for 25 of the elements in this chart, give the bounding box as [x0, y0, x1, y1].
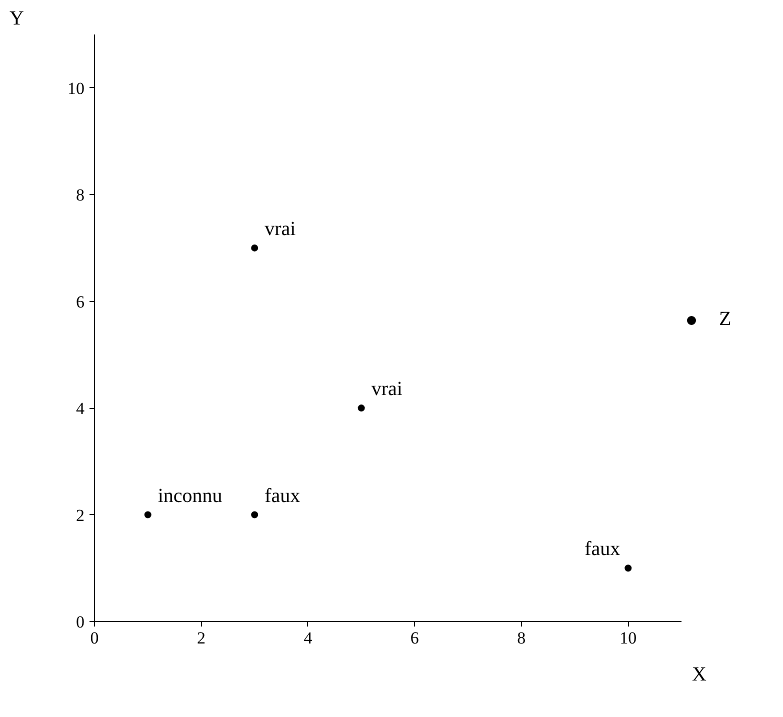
annotation: faux: [584, 538, 620, 560]
y-tick-label: 10: [68, 78, 84, 98]
y-axis-title: Y: [10, 8, 24, 30]
annotation: faux: [264, 484, 300, 507]
x-axis-title: X: [692, 664, 708, 686]
annotation: vrai: [371, 378, 403, 400]
legend-label: Z: [719, 308, 732, 331]
x-tick-label: 10: [620, 628, 637, 648]
x-tick-label: 2: [196, 628, 206, 648]
x-tick-label: 6: [410, 628, 419, 648]
x-tick-label: 0: [90, 628, 99, 648]
y-tick-label: 4: [76, 399, 85, 418]
y-tick-label: 0: [76, 612, 84, 632]
x-tick-label: 8: [517, 628, 526, 648]
y-tick-label: 2: [76, 506, 84, 525]
point: [251, 244, 258, 252]
point: [144, 511, 152, 518]
point: [624, 564, 632, 572]
y-tick-label: 6: [76, 292, 84, 312]
x-tick-label: 4: [304, 628, 313, 648]
annotation: inconnu: [158, 484, 222, 507]
point: [251, 511, 258, 518]
annotation: vrai: [264, 218, 296, 240]
point: [358, 404, 365, 412]
y-tick-label: 8: [76, 186, 84, 205]
